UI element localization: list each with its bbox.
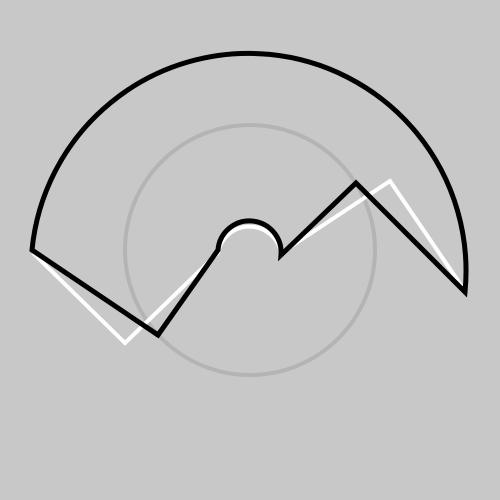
black-arc-zigzag-outline bbox=[29, 51, 469, 339]
reference-circle bbox=[123, 123, 377, 377]
